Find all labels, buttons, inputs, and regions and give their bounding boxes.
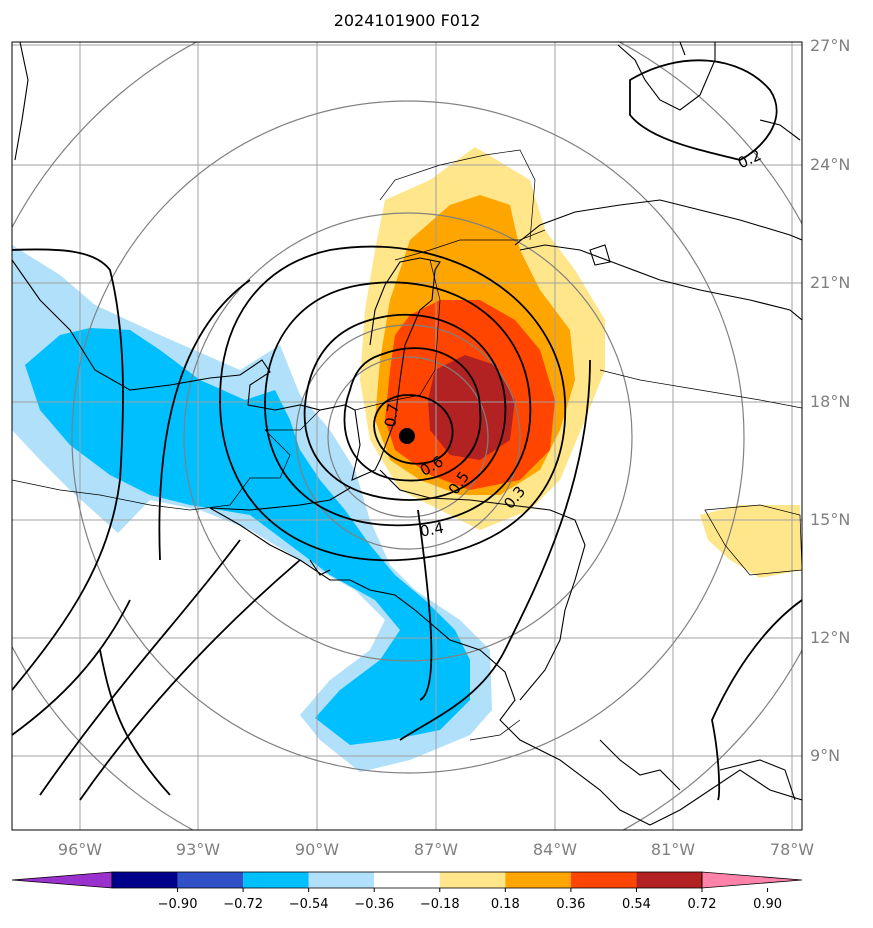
lon-labels: 96°W 93°W 90°W 87°W 84°W 81°W 78°W [58,840,814,859]
colorbar-tick-label: 0.36 [556,897,585,912]
lon-label: 87°W [414,840,458,859]
contour-line [264,281,532,527]
lon-label: 90°W [295,840,339,859]
colorbar-segment [505,872,571,888]
lon-label: 93°W [176,840,220,859]
contours [12,59,802,801]
contour-line [711,599,802,801]
contour-line [629,59,778,161]
lat-label: 9°N [810,746,840,765]
lat-labels: 27°N 24°N 21°N 18°N 15°N 12°N 9°N [810,36,850,765]
lon-label: 84°W [533,840,577,859]
lat-label: 24°N [810,155,850,174]
contour-label-0.4: 0.4 [419,519,446,541]
colorbar-extend-low [11,871,113,889]
contour-label-0.2: 0.2 [735,146,764,172]
contour-line [79,559,301,801]
colorbar-segment [243,872,309,888]
contour-line [158,279,251,561]
contour-line [399,359,591,741]
positive-shading-east [700,505,802,578]
contour-line [12,248,124,691]
contour-line [417,509,433,701]
colorbar-segment [374,872,440,888]
contour-line [219,245,567,562]
colorbar-tick-label: −0.36 [354,897,394,912]
colorbar-tick-label: −0.54 [289,897,329,912]
contour-line [39,539,241,796]
colorbar-tick-label: −0.72 [223,897,263,912]
lat-label: 27°N [810,36,850,55]
colorbar-tick-label: 0.54 [622,897,651,912]
lat-label: 15°N [810,510,850,529]
storm-center-marker [399,428,415,444]
figure-title: 2024101900 F012 [334,11,481,30]
range-rings [12,42,802,830]
contour-line [99,649,171,796]
lat-label: 12°N [810,628,850,647]
contour-label-0.7: 0.7 [381,402,403,429]
lat-label: 18°N [810,392,850,411]
contour-line [303,313,507,501]
colorbar-segment [308,872,375,888]
colorbar-segment [177,872,244,888]
positive-shading-max [428,355,515,460]
lon-label: 81°W [651,840,695,859]
colorbar-segment [112,872,178,888]
colorbar-tick-label: 0.72 [688,897,717,912]
map-area: 0.2 0.3 0.4 0.5 0.6 0.7 [12,42,802,830]
contour-line [373,394,454,465]
colorbar-segment [439,872,506,888]
lon-label: 78°W [770,840,814,859]
contour-line [12,599,131,736]
map-frame [11,41,803,831]
lon-label: 96°W [58,840,102,859]
colorbar-tick-label: 0.90 [753,897,782,912]
colorbar: −0.90 −0.72 −0.54 −0.36 −0.18 0.18 0.36 0.54 0.7… [11,871,803,912]
colorbar-segment [570,872,637,888]
colorbar-extend-high [701,871,803,889]
colorbar-segment [636,872,702,888]
negative-shading-mid [25,328,470,745]
colorbar-tick-label: −0.18 [420,897,460,912]
political-boundaries [12,149,802,741]
lat-label: 21°N [810,273,850,292]
colorbar-tick-label: 0.18 [491,897,520,912]
colorbar-border [111,871,703,889]
colorbar-tick-label: −0.90 [158,897,198,912]
contour-line [343,347,482,482]
